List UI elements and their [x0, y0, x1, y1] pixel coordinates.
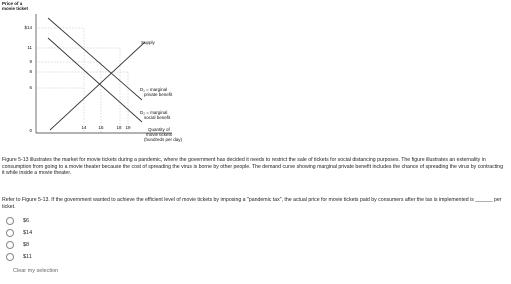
x-tick-label: 18 [116, 125, 122, 130]
figure: Price of a movie ticket $14 11 9 8 6 0 1… [2, 1, 183, 142]
option[interactable]: $6 [6, 217, 29, 225]
option[interactable]: $14 [6, 229, 32, 237]
x-tick-label: 19 [125, 125, 131, 130]
y-tick-label: $14 [24, 25, 32, 30]
option-text: $8 [23, 242, 30, 248]
x-axis-label: (hundreds per day) [144, 137, 183, 142]
figure-description: Figure 5-13 illustrates the market for m… [2, 157, 504, 177]
supply-curve [49, 41, 146, 131]
x-tick-label: 14 [81, 125, 87, 130]
x-axis-label: movie tickets [146, 132, 173, 137]
question: Refer to Figure 5-13. If the government … [2, 197, 502, 210]
option-text: $6 [23, 218, 30, 224]
y-axis-label-2: movie ticket [2, 6, 29, 11]
y-tick-label: 0 [29, 128, 32, 133]
curve-label: social benefit [144, 115, 171, 120]
x-axis-label: Quantity of [148, 127, 171, 132]
y-tick-label: 9 [29, 59, 32, 64]
demand-private-curve [47, 17, 143, 101]
x-tick-label: 16 [98, 125, 104, 130]
y-tick-label: 11 [27, 45, 32, 50]
y-tick-label: 8 [29, 69, 32, 74]
option[interactable]: $8 [6, 241, 29, 249]
demand-social-curve [47, 37, 143, 123]
guide-lines [36, 27, 129, 133]
clear-selection[interactable]: Clear my selection [13, 268, 59, 274]
curve-label: D₁ = marginal [140, 87, 167, 92]
y-axis-label-1: Price of a [2, 1, 23, 6]
option[interactable]: $11 [6, 253, 32, 261]
curve-label: D₂ = marginal [140, 110, 167, 115]
curve-label: Supply [141, 40, 156, 45]
option-text: $14 [23, 230, 33, 236]
y-tick-label: 6 [29, 85, 32, 90]
curve-label: private benefit [144, 92, 173, 97]
option-text: $11 [23, 254, 32, 260]
